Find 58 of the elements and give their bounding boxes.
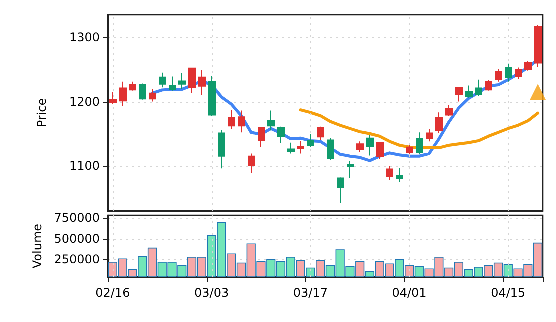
candlestick (396, 167, 403, 183)
y-tick-label: 250000 (54, 252, 100, 267)
candlestick (238, 110, 245, 134)
candlestick (376, 142, 384, 160)
candlestick (524, 60, 532, 72)
candlestick (337, 177, 344, 204)
candlestick (258, 126, 265, 148)
x-tick-label: 03/03 (194, 286, 230, 300)
candlestick (445, 104, 453, 118)
x-tick-label: 02/16 (96, 286, 130, 300)
candlestick (149, 89, 156, 102)
y-tick-label: 750000 (54, 211, 100, 225)
y-tick-label: 500000 (54, 232, 100, 246)
candlestick (159, 72, 166, 88)
candlestick (356, 141, 364, 154)
candlestick (475, 79, 482, 96)
candlestick (435, 112, 443, 134)
candlestick (208, 76, 216, 118)
y-tick-label: 1200 (69, 94, 100, 109)
candlestick (327, 138, 334, 161)
candlestick (455, 87, 463, 102)
x-tick-label: 03/17 (293, 286, 328, 300)
x-tick-label: 04/01 (392, 286, 427, 300)
candlestick (109, 92, 117, 105)
candlestick (386, 166, 393, 181)
candlestick (198, 70, 206, 96)
candlestick (129, 81, 136, 92)
candlestick (297, 140, 304, 154)
candlestick (505, 63, 512, 82)
y-axis-title: Price (35, 98, 49, 128)
candlestick (218, 130, 225, 170)
candlestick (416, 132, 423, 155)
candlestick (465, 85, 473, 98)
candlestick (119, 81, 127, 107)
candlestick (534, 24, 542, 68)
candlestick (347, 161, 354, 179)
candlestick (485, 80, 492, 92)
candlestick (287, 142, 295, 154)
candlestick (139, 83, 146, 100)
candlestick (188, 68, 196, 94)
candlestick (307, 134, 314, 148)
candlestick (248, 153, 255, 174)
candlestick (169, 76, 176, 92)
candlestick (515, 67, 522, 80)
y-tick-label: 1300 (69, 30, 100, 44)
x-tick-label: 04/15 (491, 286, 526, 300)
candlestick (426, 128, 433, 142)
line-series (299, 108, 540, 150)
candlestick (178, 72, 186, 90)
y-axis-title: Volume (30, 224, 44, 269)
candlestick (277, 126, 285, 144)
candlestick (317, 126, 324, 141)
candlestick (228, 110, 235, 130)
candlestick (406, 144, 413, 155)
y-tick-label: 1100 (69, 159, 100, 174)
candlestick (366, 134, 374, 156)
candlestick (495, 68, 502, 82)
candlestick (267, 110, 275, 132)
